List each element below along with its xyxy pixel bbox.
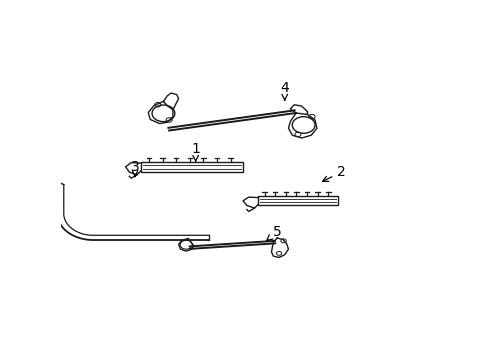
Text: 2: 2 — [322, 165, 345, 181]
Text: 1: 1 — [191, 141, 200, 161]
Text: 3: 3 — [130, 159, 139, 177]
Bar — [141, 162, 243, 172]
Text: 5: 5 — [266, 225, 281, 240]
Text: 4: 4 — [280, 81, 288, 100]
Bar — [258, 196, 337, 205]
